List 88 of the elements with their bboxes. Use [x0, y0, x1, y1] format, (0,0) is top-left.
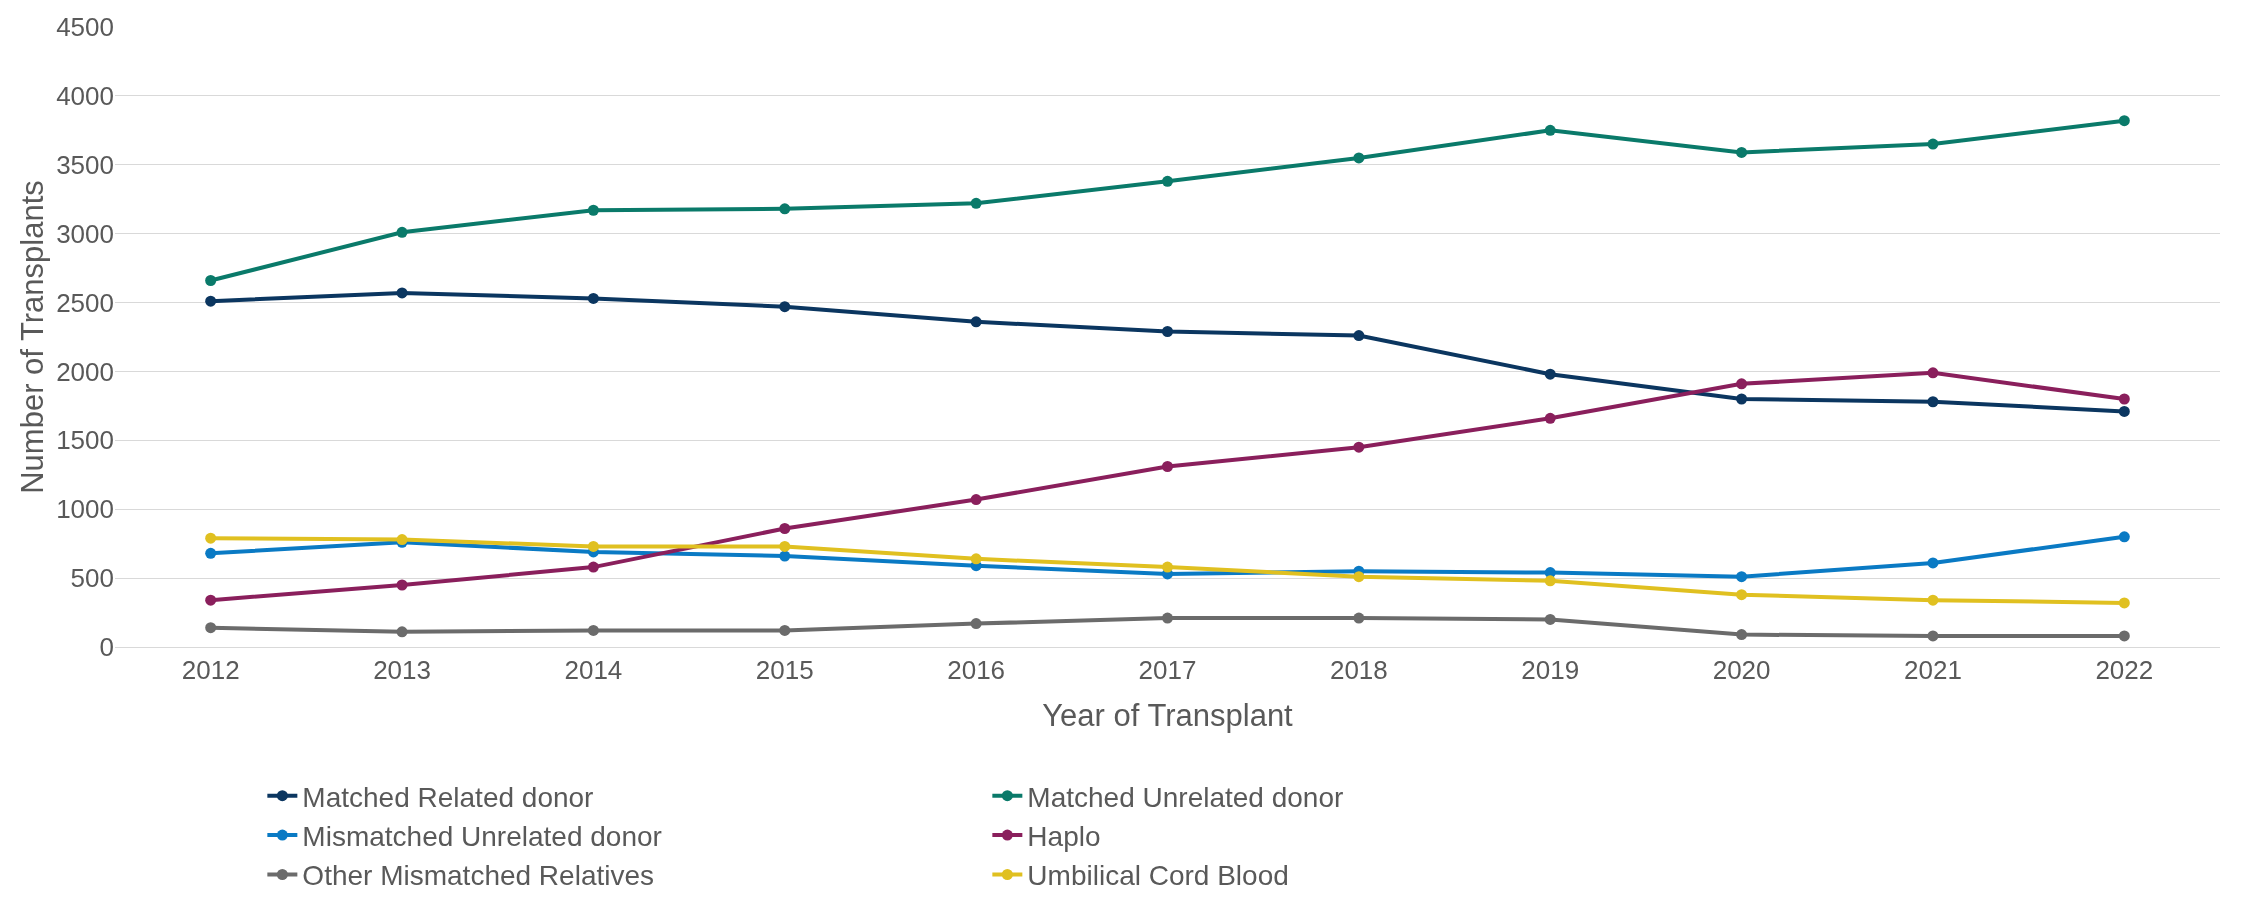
y-tick-label: 1000 [56, 494, 114, 525]
point [396, 226, 408, 238]
point [1736, 589, 1748, 601]
point [2118, 531, 2130, 543]
x-tick-label: 2014 [564, 655, 623, 686]
point [205, 275, 217, 287]
y-tick-label: 3500 [56, 149, 114, 180]
point [2118, 630, 2130, 642]
point [1353, 612, 1365, 624]
x-tick-label: 2021 [1904, 655, 1962, 686]
point [1927, 630, 1939, 642]
point [779, 624, 791, 636]
point [205, 622, 217, 634]
point [1736, 571, 1748, 583]
y-tick-label: 500 [70, 563, 114, 594]
point [587, 624, 599, 636]
x-tick-label: 2019 [1521, 655, 1580, 686]
y-tick-label: 1500 [56, 425, 114, 456]
point [1927, 557, 1939, 569]
x-tick-label: 2012 [181, 655, 240, 686]
y-tick-label: 4000 [56, 80, 114, 111]
legend-label: Other Mismatched Relatives [302, 860, 655, 892]
point [396, 287, 408, 299]
point [970, 197, 982, 209]
point [1544, 613, 1556, 625]
x-axis-title: Year of Transplant [1042, 698, 1294, 734]
point [587, 292, 599, 304]
y-tick-label: 4500 [56, 12, 114, 43]
point [1353, 152, 1365, 164]
point [1736, 378, 1748, 390]
point [587, 540, 599, 552]
legend-label: Matched Unrelated donor [1027, 781, 1344, 813]
point [205, 547, 217, 559]
point [1162, 612, 1173, 624]
point [779, 523, 791, 535]
point [1353, 571, 1365, 583]
point [779, 301, 791, 313]
point [1353, 441, 1365, 453]
point [587, 204, 599, 216]
point [1353, 330, 1365, 342]
point [1736, 393, 1748, 405]
x-tick-label: 2017 [1138, 655, 1197, 686]
legend-label: Mismatched Unrelated donor [302, 821, 662, 853]
point [779, 550, 791, 562]
point [1927, 396, 1939, 408]
x-tick-label: 2022 [2095, 655, 2154, 686]
y-tick-label: 0 [99, 632, 114, 663]
x-tick-label: 2015 [755, 655, 814, 686]
point [1736, 629, 1748, 641]
point [1927, 138, 1939, 150]
x-tick-label: 2018 [1329, 655, 1388, 686]
point [1162, 175, 1173, 187]
y-tick-label: 2500 [56, 287, 114, 318]
point [970, 494, 982, 506]
point [587, 561, 599, 573]
x-tick-label: 2016 [947, 655, 1006, 686]
point [1544, 124, 1556, 136]
point [1544, 412, 1556, 424]
point [970, 316, 982, 328]
y-tick-label: 3000 [56, 218, 114, 249]
point [2118, 115, 2130, 127]
legend-label: Matched Related donor [302, 781, 594, 813]
point [205, 295, 217, 307]
point [1544, 368, 1556, 380]
point [779, 203, 791, 215]
point [779, 540, 791, 552]
point [396, 626, 408, 638]
y-tick-label: 2000 [56, 356, 114, 387]
legend-label: Umbilical Cord Blood [1027, 860, 1289, 892]
point [396, 579, 408, 591]
point [1544, 575, 1556, 587]
point [1162, 325, 1173, 337]
point [1162, 461, 1173, 473]
point [205, 532, 217, 544]
y-axis-title: Number of Transplants [15, 180, 50, 494]
point [1927, 367, 1939, 379]
point [2118, 597, 2130, 609]
point [1736, 146, 1748, 158]
x-tick-label: 2020 [1712, 655, 1771, 686]
point [2118, 405, 2130, 417]
legend-label: Haplo [1027, 821, 1101, 853]
point [970, 618, 982, 630]
x-tick-label: 2013 [373, 655, 431, 686]
point [2118, 393, 2130, 405]
point [970, 553, 982, 565]
point [1162, 561, 1173, 573]
point [1927, 594, 1939, 606]
point [205, 594, 217, 606]
